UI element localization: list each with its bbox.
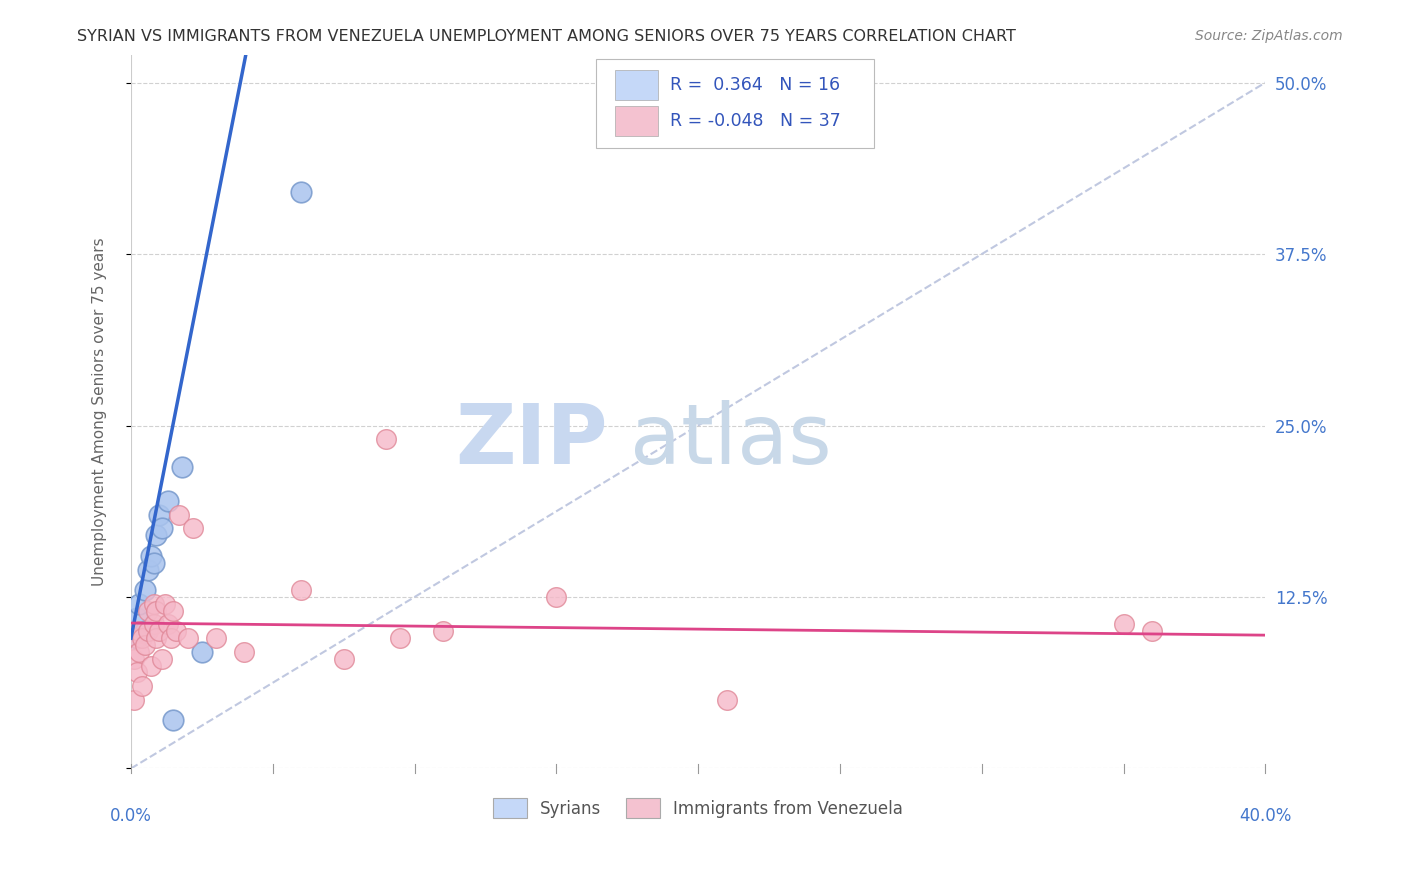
Point [375, 432, 398, 446]
Point [389, 631, 412, 645]
Point [128, 597, 150, 611]
Point [191, 645, 214, 659]
Point [139, 658, 162, 673]
Text: R =  0.364   N = 16: R = 0.364 N = 16 [669, 76, 839, 95]
Point [125, 631, 148, 645]
Point [153, 597, 176, 611]
Point [142, 597, 165, 611]
Point [156, 617, 179, 632]
Point [290, 583, 312, 598]
Y-axis label: Unemployment Among Seniors over 75 years: Unemployment Among Seniors over 75 years [93, 237, 107, 586]
Point [148, 508, 170, 522]
Point [150, 521, 173, 535]
Point [205, 631, 228, 645]
Point [131, 631, 153, 645]
Point [176, 631, 198, 645]
Point [125, 610, 148, 624]
Point [142, 617, 165, 632]
Point [131, 679, 153, 693]
Point [716, 693, 738, 707]
Point [136, 604, 159, 618]
Point [134, 583, 156, 598]
Point [1112, 617, 1135, 632]
Point [156, 494, 179, 508]
Point [148, 624, 170, 639]
Point [150, 652, 173, 666]
FancyBboxPatch shape [616, 106, 658, 136]
Text: SYRIAN VS IMMIGRANTS FROM VENEZUELA UNEMPLOYMENT AMONG SENIORS OVER 75 YEARS COR: SYRIAN VS IMMIGRANTS FROM VENEZUELA UNEM… [77, 29, 1017, 44]
Point [162, 604, 184, 618]
Point [165, 624, 187, 639]
Point [159, 631, 181, 645]
Point [233, 645, 256, 659]
Text: Source: ZipAtlas.com: Source: ZipAtlas.com [1195, 29, 1343, 43]
Point [546, 590, 568, 604]
Point [142, 556, 165, 570]
Point [125, 631, 148, 645]
Point [134, 624, 156, 639]
Point [162, 714, 184, 728]
Point [122, 652, 145, 666]
Point [128, 645, 150, 659]
FancyBboxPatch shape [616, 70, 658, 100]
Text: 40.0%: 40.0% [1239, 807, 1292, 825]
Point [136, 624, 159, 639]
Point [145, 631, 167, 645]
Point [145, 528, 167, 542]
Point [290, 186, 312, 200]
Point [125, 665, 148, 680]
Text: ZIP: ZIP [456, 400, 607, 481]
Point [139, 549, 162, 563]
Legend: Syrians, Immigrants from Venezuela: Syrians, Immigrants from Venezuela [486, 792, 910, 824]
Point [432, 624, 454, 639]
Point [128, 624, 150, 639]
Point [134, 638, 156, 652]
Point [332, 652, 354, 666]
FancyBboxPatch shape [596, 59, 875, 148]
Text: R = -0.048   N = 37: R = -0.048 N = 37 [669, 112, 841, 130]
Point [136, 563, 159, 577]
Point [170, 459, 193, 474]
Point [167, 508, 190, 522]
Point [1140, 624, 1163, 639]
Point [183, 521, 205, 535]
Text: atlas: atlas [630, 400, 832, 481]
Point [145, 604, 167, 618]
Text: 0.0%: 0.0% [110, 807, 152, 825]
Point [122, 693, 145, 707]
